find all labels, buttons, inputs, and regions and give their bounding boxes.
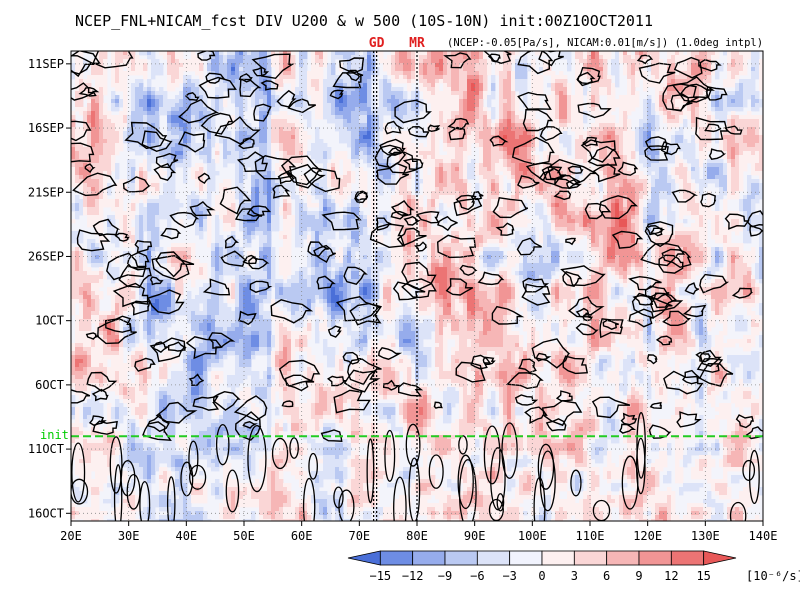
colorbar-bin <box>444 550 478 566</box>
x-tick-label: 80E <box>406 529 428 543</box>
y-tick-label: 26SEP <box>28 249 64 263</box>
colorbar-level-label: −3 <box>502 569 516 583</box>
y-tick-label: 11SEP <box>28 57 64 71</box>
init-line-group: init <box>40 428 763 442</box>
chart-subtitle: (NCEP:-0.05[Pa/s], NICAM:0.01[m/s]) (1.0… <box>447 37 763 49</box>
colorbar-bin <box>573 550 608 566</box>
colorbar-level-label: −9 <box>438 569 452 583</box>
y-tick-label: 1OCT <box>35 314 64 328</box>
colorbar-level-label: 0 <box>538 569 545 583</box>
chart-title: NCEP_FNL+NICAM_fcst DIV U200 & w 500 (10… <box>75 12 653 30</box>
colorbar-bin <box>541 550 575 566</box>
init-label: init <box>40 428 69 442</box>
colorbar-bin <box>379 550 414 566</box>
colorbar-level-label: 9 <box>635 569 642 583</box>
colorbar-level-label: 15 <box>696 569 710 583</box>
colorbar-high-triangle <box>703 550 737 566</box>
colorbar-bin <box>670 550 705 566</box>
marker-label-gd: GD <box>369 36 385 51</box>
x-tick-label: 70E <box>348 529 370 543</box>
y-tick-label: 21SEP <box>28 185 64 199</box>
colorbar-level-label: −12 <box>402 569 424 583</box>
x-tick-label: 90E <box>464 529 486 543</box>
colorbar-level-label: 6 <box>603 569 610 583</box>
longitude-markers: GD MR <box>369 36 425 521</box>
y-tick-label: 16SEP <box>28 121 64 135</box>
x-axis: 20E 30E 40E 50E 60E 70E 80E 90E 100E 110E 120E 130E… <box>60 521 777 543</box>
colorbar-bin <box>638 550 672 566</box>
colorbar-bin <box>509 550 543 566</box>
y-tick-label: 11OCT <box>28 442 64 456</box>
y-tick-label: 6OCT <box>35 378 64 392</box>
grid-lines <box>71 51 763 521</box>
colorbar-unit: [10⁻⁶/s] <box>746 569 800 583</box>
colorbar-bin <box>412 550 446 566</box>
x-tick-label: 100E <box>518 529 547 543</box>
colorbar-bin <box>606 550 640 566</box>
x-tick-label: 120E <box>633 529 662 543</box>
colorbar-level-label: −15 <box>369 569 391 583</box>
x-tick-label: 40E <box>175 529 197 543</box>
x-tick-label: 60E <box>291 529 313 543</box>
colorbar: −15 −12 −9 −6 −3 0 3 6 9 12 15 [10⁻⁶/s] <box>347 550 800 583</box>
marker-label-mr: MR <box>409 36 425 51</box>
x-tick-label: 130E <box>691 529 720 543</box>
x-tick-label: 110E <box>576 529 605 543</box>
colorbar-level-label: 12 <box>664 569 678 583</box>
x-tick-label: 140E <box>749 529 778 543</box>
colorbar-bin <box>476 550 511 566</box>
colorbar-low-triangle <box>347 550 381 566</box>
y-tick-label: 16OCT <box>28 506 64 520</box>
colorbar-level-label: 3 <box>571 569 578 583</box>
y-axis: 11SEP 16SEP 21SEP 26SEP 1OCT 6OCT 11OCT 16OCT <box>28 57 71 520</box>
x-tick-label: 30E <box>118 529 140 543</box>
x-tick-label: 20E <box>60 529 82 543</box>
divergence-field <box>71 51 763 521</box>
omega-contours <box>71 51 763 521</box>
x-tick-label: 50E <box>233 529 255 543</box>
colorbar-level-label: −6 <box>470 569 484 583</box>
